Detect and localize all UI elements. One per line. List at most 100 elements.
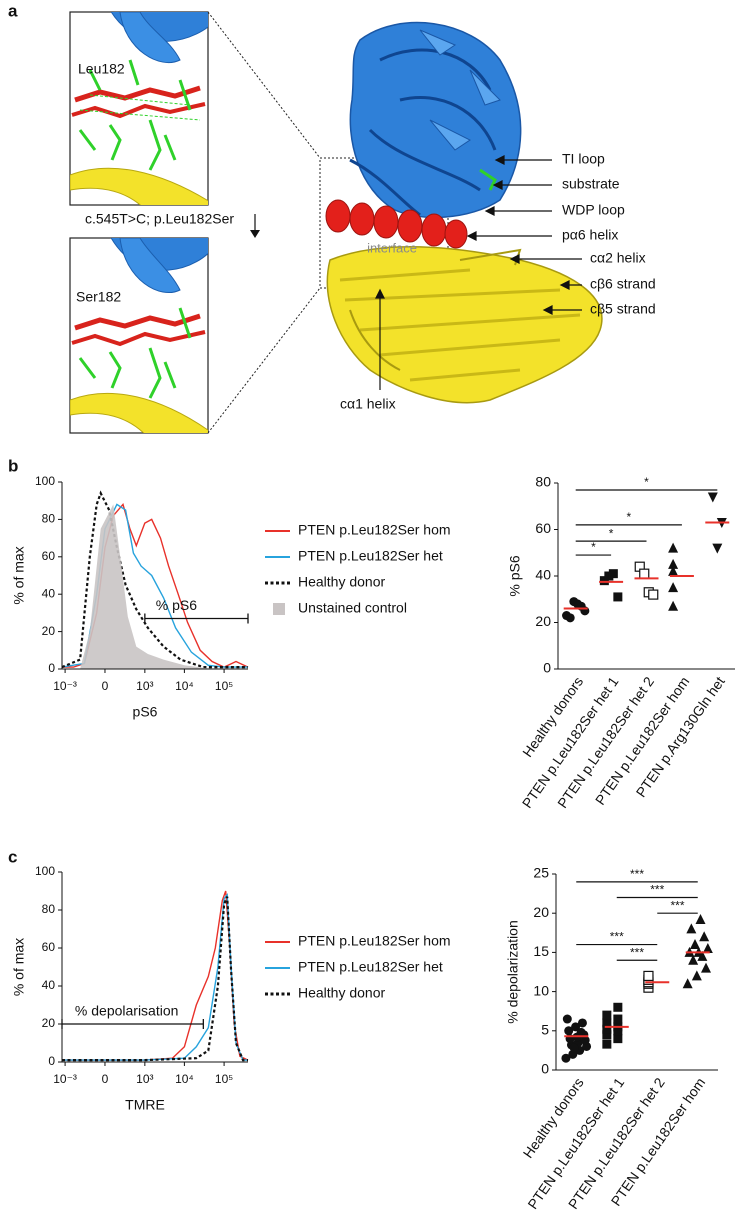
- y-tick-label: 80: [42, 902, 56, 916]
- point: [691, 970, 702, 981]
- significance-label: ***: [610, 930, 624, 944]
- point: [602, 1018, 612, 1028]
- point: [702, 942, 713, 953]
- y-tick-label: 40: [42, 978, 56, 992]
- point: [608, 569, 618, 579]
- y-tick-label: 20: [533, 904, 549, 920]
- x-tick-label: 0: [102, 1072, 109, 1086]
- point: [690, 939, 700, 950]
- line: [62, 890, 249, 1061]
- y-axis-label: % of max: [11, 546, 27, 604]
- x-axis-label: TMRE: [125, 1097, 165, 1113]
- point: [613, 1014, 623, 1024]
- point: [571, 1022, 581, 1032]
- protein-structure: [325, 21, 603, 404]
- y-tick-label: 0: [543, 660, 551, 676]
- arrowhead: [250, 230, 260, 238]
- legend-label: PTEN p.Leu182Ser het: [298, 959, 443, 975]
- legend-swatch: [273, 603, 285, 615]
- legend-label: Healthy donor: [298, 574, 386, 590]
- point: [613, 1002, 623, 1012]
- x-tick-label: 10⁻³: [53, 679, 77, 693]
- significance-label: *: [609, 526, 614, 540]
- inset-bottom: [69, 237, 209, 434]
- annotation: cα2 helix: [590, 250, 646, 266]
- y-tick-label: 100: [35, 864, 55, 878]
- point: [668, 600, 679, 611]
- point: [561, 1053, 571, 1063]
- point: [701, 962, 711, 973]
- point: [668, 582, 679, 593]
- point: [569, 1043, 579, 1053]
- point: [599, 576, 609, 586]
- y-tick-label: 20: [42, 624, 56, 638]
- significance-label: ***: [650, 883, 664, 897]
- point: [639, 568, 650, 579]
- significance-label: ***: [670, 898, 684, 912]
- panel-label: b: [8, 456, 18, 475]
- annotation: pα6 helix: [562, 227, 618, 243]
- area: [80, 504, 213, 669]
- y-tick-label: 25: [533, 865, 549, 881]
- point: [602, 1010, 612, 1020]
- point: [565, 613, 575, 623]
- line: [62, 896, 248, 1062]
- point: [602, 1039, 612, 1049]
- legend-label: PTEN p.Leu182Ser hom: [298, 933, 451, 949]
- point: [668, 558, 679, 569]
- y-tick-label: 100: [35, 474, 55, 488]
- x-axis-label: pS6: [133, 704, 158, 720]
- residue-label: Leu182: [78, 61, 125, 77]
- point: [668, 565, 679, 576]
- point: [562, 1014, 572, 1024]
- x-tick-label: 10⁻³: [53, 1072, 77, 1086]
- point: [712, 543, 723, 554]
- x-tick-label: 10⁴: [175, 679, 194, 693]
- point: [564, 1026, 574, 1036]
- point: [707, 492, 718, 503]
- point: [577, 1018, 587, 1028]
- panel-label: a: [8, 1, 18, 20]
- y-tick-label: 60: [42, 940, 56, 954]
- legend-label: Healthy donor: [298, 985, 386, 1001]
- point: [602, 1030, 612, 1040]
- annotation: WDP loop: [562, 202, 625, 218]
- y-tick-label: 20: [535, 613, 551, 629]
- x-tick-label: 10⁴: [175, 1072, 194, 1086]
- point: [569, 597, 579, 607]
- y-tick-label: 20: [42, 1016, 56, 1030]
- annotation: substrate: [562, 176, 620, 192]
- mutation-label: c.545T>C; p.Leu182Ser: [85, 211, 234, 227]
- point: [648, 589, 659, 600]
- x-tick-label: 0: [102, 679, 109, 693]
- y-tick-label: 60: [535, 520, 551, 536]
- inset-top: [69, 11, 209, 206]
- point: [602, 1024, 612, 1034]
- panel-label: c: [8, 847, 17, 866]
- residue-label: Ser182: [76, 289, 121, 305]
- point: [682, 978, 693, 989]
- point: [695, 913, 706, 924]
- y-tick-label: 0: [541, 1061, 549, 1077]
- significance-label: *: [626, 510, 631, 524]
- y-tick-label: 5: [541, 1022, 549, 1038]
- point: [668, 542, 679, 553]
- x-tick-label: 10⁵: [215, 679, 233, 693]
- point: [576, 1027, 586, 1037]
- annotation: cβ6 strand: [590, 276, 656, 292]
- annotation: cβ5 strand: [590, 301, 656, 317]
- legend-label: Unstained control: [298, 600, 407, 616]
- significance-label: *: [591, 540, 596, 554]
- y-axis-label: % of max: [11, 938, 27, 996]
- y-tick-label: 0: [48, 661, 55, 675]
- y-axis-label: % pS6: [507, 555, 523, 596]
- annotation: cα1 helix: [340, 396, 396, 412]
- legend-label: PTEN p.Leu182Ser hom: [298, 522, 451, 538]
- point: [699, 931, 710, 942]
- annotation-arrows: [375, 155, 582, 390]
- point: [688, 954, 699, 965]
- x-tick-label: 10³: [136, 1072, 153, 1086]
- significance-label: ***: [630, 945, 644, 959]
- y-tick-label: 60: [42, 549, 56, 563]
